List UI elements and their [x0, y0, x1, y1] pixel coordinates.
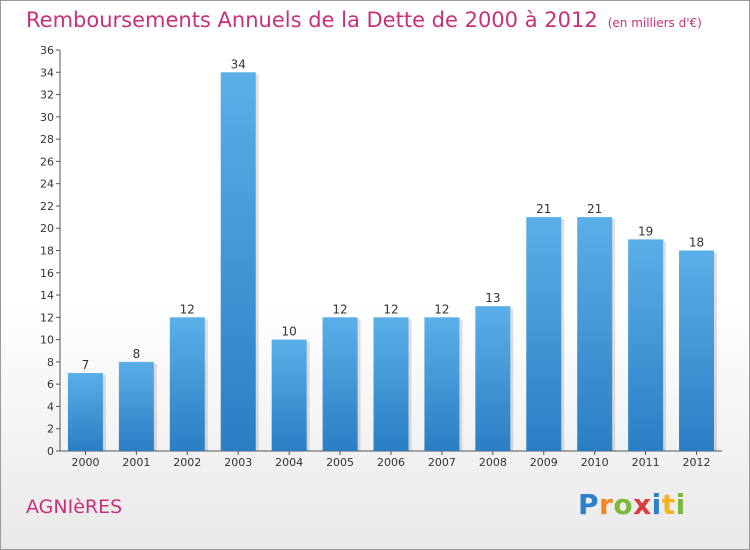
data-label: 12: [332, 302, 347, 316]
x-tick-label: 2002: [173, 456, 201, 469]
data-label: 21: [536, 202, 551, 216]
data-label: 19: [638, 224, 653, 238]
y-tick-label: 18: [40, 245, 54, 258]
bar: [322, 317, 358, 451]
x-tick-label: 2008: [479, 456, 507, 469]
data-label: 12: [180, 302, 195, 316]
bar: [628, 239, 664, 451]
x-tick-label: 2010: [581, 456, 609, 469]
x-tick-label: 2006: [377, 456, 405, 469]
bar: [169, 317, 205, 451]
bar: [373, 317, 409, 451]
data-label: 13: [485, 291, 500, 305]
bar: [271, 339, 307, 451]
y-tick-label: 2: [47, 423, 54, 436]
chart-title-text: Remboursements Annuels de la Dette de 20…: [26, 8, 598, 32]
bar: [220, 72, 256, 452]
data-label: 12: [434, 302, 449, 316]
x-tick-label: 2000: [71, 456, 99, 469]
x-tick-label: 2012: [683, 456, 711, 469]
x-tick-label: 2009: [530, 456, 558, 469]
y-tick-label: 36: [40, 44, 54, 57]
bar: [118, 361, 154, 451]
y-tick-label: 0: [47, 445, 54, 458]
y-tick-label: 28: [40, 133, 54, 146]
x-tick-label: 2007: [428, 456, 456, 469]
y-tick-label: 34: [40, 66, 54, 79]
bar: [679, 250, 715, 451]
data-label: 10: [282, 325, 297, 339]
y-tick-label: 12: [40, 311, 54, 324]
x-tick-label: 2003: [224, 456, 252, 469]
y-tick-label: 32: [40, 89, 54, 102]
data-label: 18: [689, 236, 704, 250]
bar: [424, 317, 460, 451]
y-tick-label: 8: [47, 356, 54, 369]
chart-unit-text: (en milliers d'€): [607, 16, 702, 30]
data-label: 8: [133, 347, 141, 361]
y-tick-label: 24: [40, 178, 54, 191]
y-tick-label: 6: [47, 378, 54, 391]
x-tick-label: 2001: [122, 456, 150, 469]
bar: [475, 306, 511, 451]
y-tick-label: 16: [40, 267, 54, 280]
y-tick-label: 10: [40, 334, 54, 347]
y-tick-label: 20: [40, 222, 54, 235]
chart-title: Remboursements Annuels de la Dette de 20…: [26, 8, 702, 32]
data-label: 21: [587, 202, 602, 216]
y-tick-label: 14: [40, 289, 54, 302]
y-tick-label: 30: [40, 111, 54, 124]
x-tick-label: 2005: [326, 456, 354, 469]
data-label: 7: [82, 358, 90, 372]
bar: [526, 217, 562, 451]
data-label: 34: [231, 57, 246, 71]
town-name: AGNIèRES: [26, 496, 123, 518]
y-tick-label: 26: [40, 155, 54, 168]
proxiti-logo: Proxiti: [578, 488, 686, 521]
x-tick-label: 2004: [275, 456, 303, 469]
bar: [577, 217, 613, 451]
bar: [67, 373, 103, 451]
x-tick-label: 2011: [632, 456, 660, 469]
data-label: 12: [383, 302, 398, 316]
y-tick-label: 4: [47, 400, 54, 413]
y-tick-label: 22: [40, 200, 54, 213]
